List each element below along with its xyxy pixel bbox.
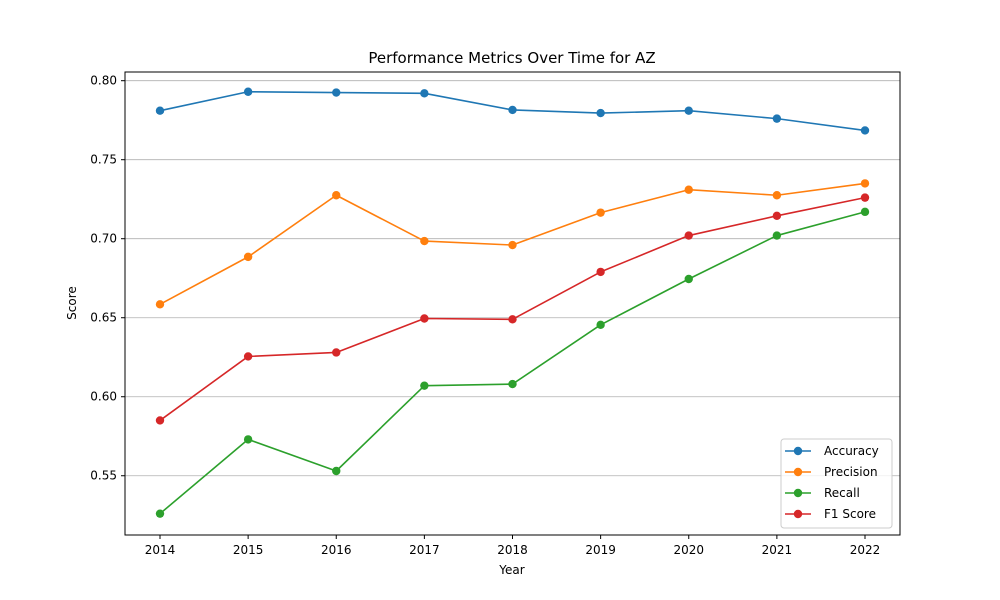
data-point-f1-score <box>508 315 517 324</box>
data-point-f1-score <box>332 348 341 357</box>
data-point-recall <box>596 320 605 330</box>
legend-swatch-marker <box>793 446 803 456</box>
y-tick-label: 0.60 <box>90 390 117 404</box>
data-point-precision <box>243 252 253 262</box>
data-point-f1-score <box>243 352 253 361</box>
legend-item-f1-score: F1 Score <box>785 507 876 521</box>
y-axis-title: Score <box>65 286 79 320</box>
legend-swatch-marker <box>793 488 803 498</box>
x-tick-label: 2018 <box>497 543 528 557</box>
data-point-accuracy <box>243 87 253 96</box>
data-point-precision <box>155 300 165 309</box>
data-point-accuracy <box>155 106 165 115</box>
x-tick-label: 2014 <box>145 543 176 557</box>
legend-label: Precision <box>824 465 878 479</box>
data-point-recall <box>243 435 253 444</box>
x-tick-label: 2019 <box>585 543 616 557</box>
data-point-f1-score <box>420 314 429 323</box>
data-point-recall <box>332 466 341 476</box>
data-point-recall <box>772 231 782 240</box>
legend-label: F1 Score <box>824 507 876 521</box>
data-point-accuracy <box>508 105 517 115</box>
chart-title: Performance Metrics Over Time for AZ <box>368 49 655 67</box>
data-point-precision <box>508 240 517 250</box>
x-tick-label: 2022 <box>850 543 881 557</box>
legend-label: Accuracy <box>824 444 879 458</box>
y-tick-label: 0.75 <box>90 153 117 167</box>
data-point-precision <box>596 208 605 217</box>
data-point-recall <box>860 207 870 217</box>
legend-label: Recall <box>824 486 860 500</box>
data-point-precision <box>332 191 341 200</box>
legend-swatch-marker <box>793 509 803 519</box>
x-tick-label: 2021 <box>762 543 793 557</box>
x-axis-title: Year <box>498 563 524 577</box>
data-point-precision <box>684 185 693 194</box>
data-point-f1-score <box>155 416 165 425</box>
data-point-accuracy <box>684 106 693 115</box>
series-recall <box>155 207 870 518</box>
legend-box <box>780 438 893 529</box>
series-precision <box>155 179 870 309</box>
x-axis: 2014 2015 2016 2017 2018 2019 2020 2021 2022 <box>145 535 881 557</box>
data-point-precision <box>860 179 870 188</box>
series-accuracy <box>155 87 870 135</box>
data-point-f1-score <box>860 193 870 202</box>
data-point-f1-score <box>596 267 605 277</box>
data-point-accuracy <box>420 89 429 98</box>
data-point-accuracy <box>772 114 782 123</box>
x-tick-label: 2015 <box>233 543 264 557</box>
legend-swatch-marker <box>793 467 803 477</box>
y-tick-label: 0.65 <box>90 311 117 325</box>
x-tick-label: 2017 <box>409 543 440 557</box>
data-point-f1-score <box>684 231 693 240</box>
y-tick-label: 0.80 <box>90 74 117 88</box>
y-axis: 0.55 0.60 0.65 0.70 0.75 0.80 <box>90 74 125 483</box>
x-tick-label: 2016 <box>321 543 352 557</box>
data-point-precision <box>420 236 429 246</box>
data-point-f1-score <box>772 211 782 220</box>
legend: Accuracy Precision Recall F1 Score <box>780 438 893 529</box>
series-lines <box>155 87 870 518</box>
series-f1-score <box>155 193 870 425</box>
data-point-recall <box>684 274 693 284</box>
data-point-recall <box>508 379 517 389</box>
grid-lines <box>125 80 900 477</box>
data-point-accuracy <box>596 108 605 118</box>
data-point-recall <box>155 509 165 518</box>
series-line-recall <box>159 211 866 515</box>
data-point-recall <box>420 381 429 390</box>
x-tick-label: 2020 <box>673 543 704 557</box>
legend-item-precision: Precision <box>785 465 878 479</box>
y-tick-label: 0.55 <box>90 469 117 483</box>
legend-item-accuracy: Accuracy <box>785 444 879 458</box>
data-point-precision <box>772 191 782 200</box>
y-tick-label: 0.70 <box>90 232 117 246</box>
data-point-accuracy <box>860 126 870 135</box>
data-point-accuracy <box>332 88 341 97</box>
legend-item-recall: Recall <box>785 486 860 500</box>
